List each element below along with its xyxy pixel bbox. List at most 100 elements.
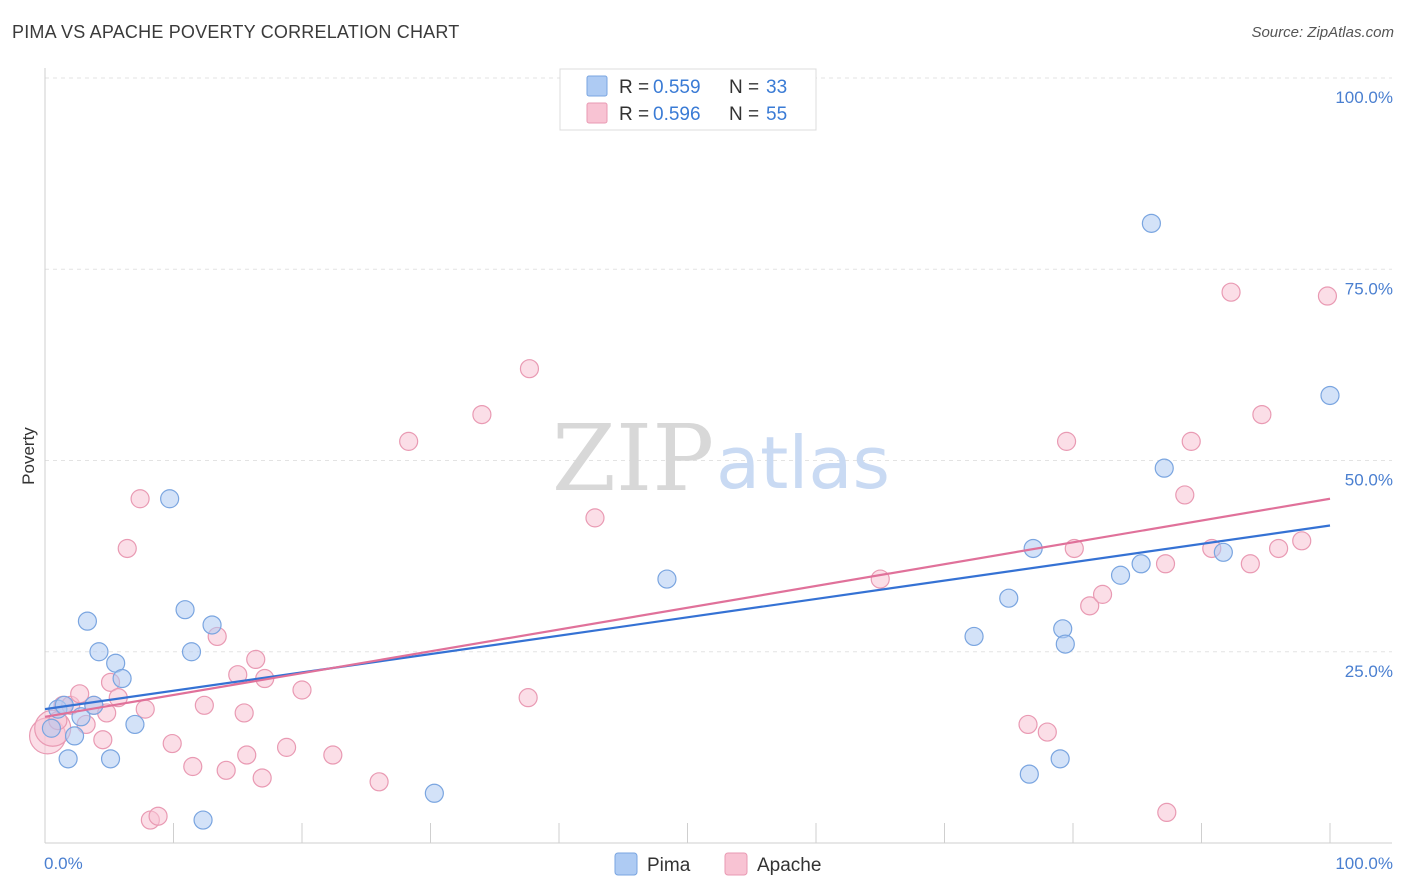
y-tick-labels: 100.0% 75.0% 50.0% 25.0% — [1335, 88, 1393, 681]
point-pima — [1110, 565, 1131, 585]
bottom-legend: Pima Apache — [614, 852, 821, 876]
point-apache — [518, 688, 538, 708]
point-pima — [1320, 385, 1340, 406]
point-apache — [216, 760, 236, 780]
y-tick-label: 50.0% — [1345, 471, 1393, 490]
trendline-apache — [44, 497, 1331, 718]
point-apache — [369, 772, 389, 792]
point-pima — [424, 783, 444, 803]
y-tick-label: 25.0% — [1345, 662, 1393, 681]
point-pima — [100, 749, 121, 769]
point-apache — [1157, 802, 1177, 823]
chart-source: Source: ZipAtlas.com — [1251, 24, 1394, 41]
y-tick-label: 100.0% — [1335, 88, 1393, 107]
point-pima — [125, 714, 145, 735]
legend-r-label-apache: R = — [619, 104, 649, 125]
watermark-zip: ZIP — [552, 405, 714, 512]
point-apache — [292, 680, 312, 700]
point-pima — [193, 810, 213, 830]
point-pima — [202, 615, 222, 635]
point-apache — [237, 745, 257, 765]
chart-title: PIMA VS APACHE POVERTY CORRELATION CHART — [12, 22, 460, 42]
trendline-pima — [44, 524, 1331, 711]
point-pima — [41, 718, 62, 738]
bottom-legend-swatch-apache — [724, 852, 748, 876]
point-pima — [84, 695, 104, 715]
point-apache — [117, 538, 137, 559]
point-apache — [1080, 596, 1100, 616]
legend-r-value-apache: 0.596 — [653, 104, 701, 125]
point-pima — [160, 489, 180, 509]
point-apache — [1317, 286, 1338, 306]
point-apache — [1155, 554, 1176, 574]
x-tick-label-max: 100.0% — [1335, 854, 1393, 873]
point-pima — [1141, 213, 1161, 233]
point-apache — [162, 733, 182, 754]
point-pima — [1213, 542, 1233, 562]
legend-n-label-pima: N = — [729, 77, 759, 98]
point-apache — [135, 699, 155, 719]
point-pima — [112, 668, 132, 689]
point-apache — [870, 569, 890, 589]
x-ticks — [44, 823, 1331, 843]
point-pima — [1050, 749, 1070, 769]
point-apache — [519, 359, 540, 379]
point-pima — [1154, 458, 1174, 478]
point-pima — [58, 749, 78, 769]
point-apache — [399, 431, 419, 451]
bottom-legend-swatch-pima — [614, 852, 638, 876]
trend-lines — [44, 497, 1331, 718]
point-apache — [276, 737, 297, 757]
point-apache — [148, 806, 168, 826]
legend-swatch-pima — [586, 75, 608, 97]
point-apache — [1037, 722, 1057, 742]
bottom-legend-label-apache: Apache — [757, 855, 821, 876]
point-apache — [1252, 405, 1272, 425]
legend-n-value-apache: 55 — [766, 104, 787, 125]
point-apache — [194, 695, 214, 715]
point-apache — [1175, 485, 1195, 505]
point-apache — [1056, 431, 1077, 451]
point-pima — [175, 600, 195, 620]
grid-lines — [45, 77, 1392, 653]
legend: R = 0.559 N = 33 R = 0.596 N = 55 — [559, 68, 817, 131]
point-apache — [252, 768, 272, 788]
point-pima — [77, 611, 98, 631]
bottom-legend-label-pima: Pima — [647, 855, 691, 876]
y-axis-label: Poverty — [19, 427, 38, 485]
point-pima — [657, 569, 677, 589]
point-pima — [964, 626, 984, 647]
point-apache — [1240, 554, 1260, 574]
legend-r-value-pima: 0.559 — [653, 77, 701, 98]
point-pima — [999, 588, 1019, 608]
point-pima — [1019, 764, 1039, 784]
legend-n-label-apache: N = — [729, 104, 759, 125]
point-pima — [181, 642, 202, 662]
point-apache — [70, 684, 90, 704]
point-apache — [585, 508, 605, 528]
legend-swatch-apache — [586, 102, 608, 124]
point-pima — [1131, 554, 1151, 574]
legend-n-value-pima: 33 — [766, 77, 787, 98]
point-pima — [64, 726, 85, 746]
point-apache — [1092, 584, 1113, 604]
x-tick-label-min: 0.0% — [44, 854, 83, 873]
point-apache — [1292, 531, 1312, 551]
point-apache — [234, 703, 254, 723]
watermark-atlas: atlas — [716, 421, 890, 505]
point-apache — [472, 405, 492, 425]
point-pima — [1055, 634, 1075, 654]
point-apache — [1221, 282, 1241, 302]
point-pima — [89, 642, 109, 662]
point-apache — [1181, 431, 1201, 451]
point-apache — [246, 649, 266, 670]
point-apache — [93, 730, 113, 750]
point-apache — [1018, 714, 1038, 735]
point-apache — [1268, 538, 1289, 559]
point-apache — [323, 745, 343, 765]
point-apache — [130, 489, 150, 509]
data-points — [28, 213, 1340, 830]
legend-r-label-pima: R = — [619, 77, 649, 98]
point-apache — [183, 756, 203, 777]
